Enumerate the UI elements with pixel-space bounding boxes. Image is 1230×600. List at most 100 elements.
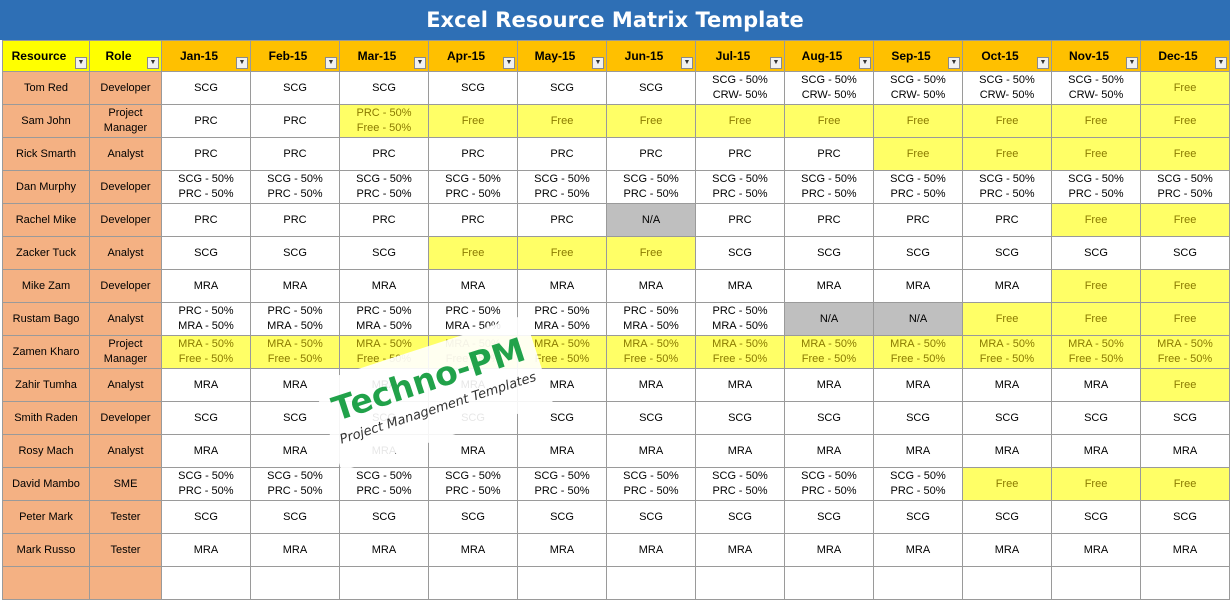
- empty-cell[interactable]: [517, 566, 607, 600]
- allocation-cell[interactable]: MRA: [695, 533, 785, 567]
- allocation-cell[interactable]: Free: [1140, 71, 1230, 105]
- allocation-cell[interactable]: SCG: [339, 500, 429, 534]
- resource-name-cell[interactable]: Mark Russo: [2, 533, 90, 567]
- allocation-cell[interactable]: Free: [1140, 302, 1230, 336]
- allocation-cell[interactable]: SCG: [962, 401, 1052, 435]
- allocation-cell[interactable]: Free: [962, 137, 1052, 171]
- allocation-cell[interactable]: PRC: [517, 137, 607, 171]
- empty-cell[interactable]: [606, 566, 696, 600]
- allocation-cell[interactable]: SCG: [161, 71, 251, 105]
- allocation-cell[interactable]: MRA: [784, 434, 874, 468]
- allocation-cell[interactable]: MRA: [606, 269, 696, 303]
- role-cell[interactable]: Project Manager: [89, 104, 162, 138]
- allocation-cell[interactable]: PRC - 50% MRA - 50%: [161, 302, 251, 336]
- role-cell[interactable]: Tester: [89, 533, 162, 567]
- resource-name-cell[interactable]: Zahir Tumha: [2, 368, 90, 402]
- allocation-cell[interactable]: SCG: [873, 236, 963, 270]
- allocation-cell[interactable]: MRA: [339, 269, 429, 303]
- filter-dropdown-icon[interactable]: ▼: [1215, 57, 1227, 69]
- allocation-cell[interactable]: SCG - 50% PRC - 50%: [873, 467, 963, 501]
- allocation-cell[interactable]: SCG - 50% PRC - 50%: [517, 467, 607, 501]
- allocation-cell[interactable]: SCG: [1051, 500, 1141, 534]
- role-cell[interactable]: Developer: [89, 269, 162, 303]
- allocation-cell[interactable]: Free: [1140, 137, 1230, 171]
- allocation-cell[interactable]: Free: [1140, 104, 1230, 138]
- resource-name-cell[interactable]: Zamen Kharo: [2, 335, 90, 369]
- filter-dropdown-icon[interactable]: ▼: [1037, 57, 1049, 69]
- allocation-cell[interactable]: Free: [1051, 467, 1141, 501]
- allocation-cell[interactable]: PRC: [339, 137, 429, 171]
- role-cell[interactable]: Analyst: [89, 236, 162, 270]
- role-cell[interactable]: Developer: [89, 71, 162, 105]
- filter-dropdown-icon[interactable]: ▼: [1126, 57, 1138, 69]
- allocation-cell[interactable]: SCG: [250, 71, 340, 105]
- allocation-cell[interactable]: SCG: [873, 500, 963, 534]
- allocation-cell[interactable]: MRA: [606, 434, 696, 468]
- allocation-cell[interactable]: MRA: [695, 434, 785, 468]
- allocation-cell[interactable]: Free: [517, 236, 607, 270]
- allocation-cell[interactable]: SCG - 50% CRW- 50%: [962, 71, 1052, 105]
- allocation-cell[interactable]: MRA: [873, 434, 963, 468]
- allocation-cell[interactable]: Free: [606, 236, 696, 270]
- allocation-cell[interactable]: Free: [606, 104, 696, 138]
- allocation-cell[interactable]: PRC: [784, 137, 874, 171]
- allocation-cell[interactable]: MRA: [606, 368, 696, 402]
- empty-cell[interactable]: [873, 566, 963, 600]
- empty-cell[interactable]: [2, 566, 90, 600]
- allocation-cell[interactable]: MRA - 50%Free - 50%: [873, 335, 963, 369]
- allocation-cell[interactable]: SCG - 50% CRW- 50%: [1051, 71, 1141, 105]
- resource-name-cell[interactable]: Peter Mark: [2, 500, 90, 534]
- allocation-cell[interactable]: MRA: [962, 269, 1052, 303]
- resource-name-cell[interactable]: Zacker Tuck: [2, 236, 90, 270]
- allocation-cell[interactable]: PRC - 50% MRA - 50%: [695, 302, 785, 336]
- allocation-cell[interactable]: SCG: [250, 236, 340, 270]
- allocation-cell[interactable]: Free: [962, 467, 1052, 501]
- allocation-cell[interactable]: SCG - 50% PRC - 50%: [428, 170, 518, 204]
- allocation-cell[interactable]: Free: [1140, 269, 1230, 303]
- allocation-cell[interactable]: Free: [1051, 302, 1141, 336]
- allocation-cell[interactable]: MRA - 50%Free - 50%: [1140, 335, 1230, 369]
- resource-name-cell[interactable]: Rustam Bago: [2, 302, 90, 336]
- allocation-cell[interactable]: SCG - 50% PRC - 50%: [339, 467, 429, 501]
- allocation-cell[interactable]: SCG - 50% PRC - 50%: [784, 170, 874, 204]
- resource-name-cell[interactable]: Rick Smarth: [2, 137, 90, 171]
- allocation-cell[interactable]: Free: [1140, 203, 1230, 237]
- allocation-cell[interactable]: PRC - 50% Free - 50%: [339, 104, 429, 138]
- allocation-cell[interactable]: PRC: [339, 203, 429, 237]
- allocation-cell[interactable]: PRC: [606, 137, 696, 171]
- allocation-cell[interactable]: SCG: [962, 500, 1052, 534]
- allocation-cell[interactable]: MRA: [695, 269, 785, 303]
- allocation-cell[interactable]: MRA: [962, 533, 1052, 567]
- allocation-cell[interactable]: Free: [1051, 269, 1141, 303]
- allocation-cell[interactable]: MRA: [161, 533, 251, 567]
- allocation-cell[interactable]: SCG: [339, 236, 429, 270]
- allocation-cell[interactable]: MRA: [517, 434, 607, 468]
- allocation-cell[interactable]: MRA: [784, 368, 874, 402]
- allocation-cell[interactable]: MRA - 50%Free - 50%: [695, 335, 785, 369]
- allocation-cell[interactable]: MRA: [873, 368, 963, 402]
- allocation-cell[interactable]: MRA: [695, 368, 785, 402]
- role-cell[interactable]: Analyst: [89, 368, 162, 402]
- allocation-cell[interactable]: SCG: [339, 71, 429, 105]
- allocation-cell[interactable]: SCG: [962, 236, 1052, 270]
- filter-dropdown-icon[interactable]: ▼: [75, 57, 87, 69]
- allocation-cell[interactable]: N/A: [606, 203, 696, 237]
- allocation-cell[interactable]: SCG - 50% PRC - 50%: [784, 467, 874, 501]
- allocation-cell[interactable]: SCG: [873, 401, 963, 435]
- role-cell[interactable]: Developer: [89, 203, 162, 237]
- resource-name-cell[interactable]: Tom Red: [2, 71, 90, 105]
- allocation-cell[interactable]: SCG - 50% CRW- 50%: [784, 71, 874, 105]
- allocation-cell[interactable]: Free: [428, 104, 518, 138]
- filter-dropdown-icon[interactable]: ▼: [859, 57, 871, 69]
- role-cell[interactable]: Analyst: [89, 302, 162, 336]
- allocation-cell[interactable]: SCG: [1140, 236, 1230, 270]
- resource-name-cell[interactable]: Sam John: [2, 104, 90, 138]
- allocation-cell[interactable]: SCG - 50% PRC - 50%: [161, 170, 251, 204]
- allocation-cell[interactable]: PRC: [161, 104, 251, 138]
- allocation-cell[interactable]: Free: [1051, 203, 1141, 237]
- allocation-cell[interactable]: Free: [695, 104, 785, 138]
- empty-cell[interactable]: [250, 566, 340, 600]
- resource-name-cell[interactable]: Rachel Mike: [2, 203, 90, 237]
- allocation-cell[interactable]: SCG - 50% PRC - 50%: [962, 170, 1052, 204]
- allocation-cell[interactable]: Free: [428, 236, 518, 270]
